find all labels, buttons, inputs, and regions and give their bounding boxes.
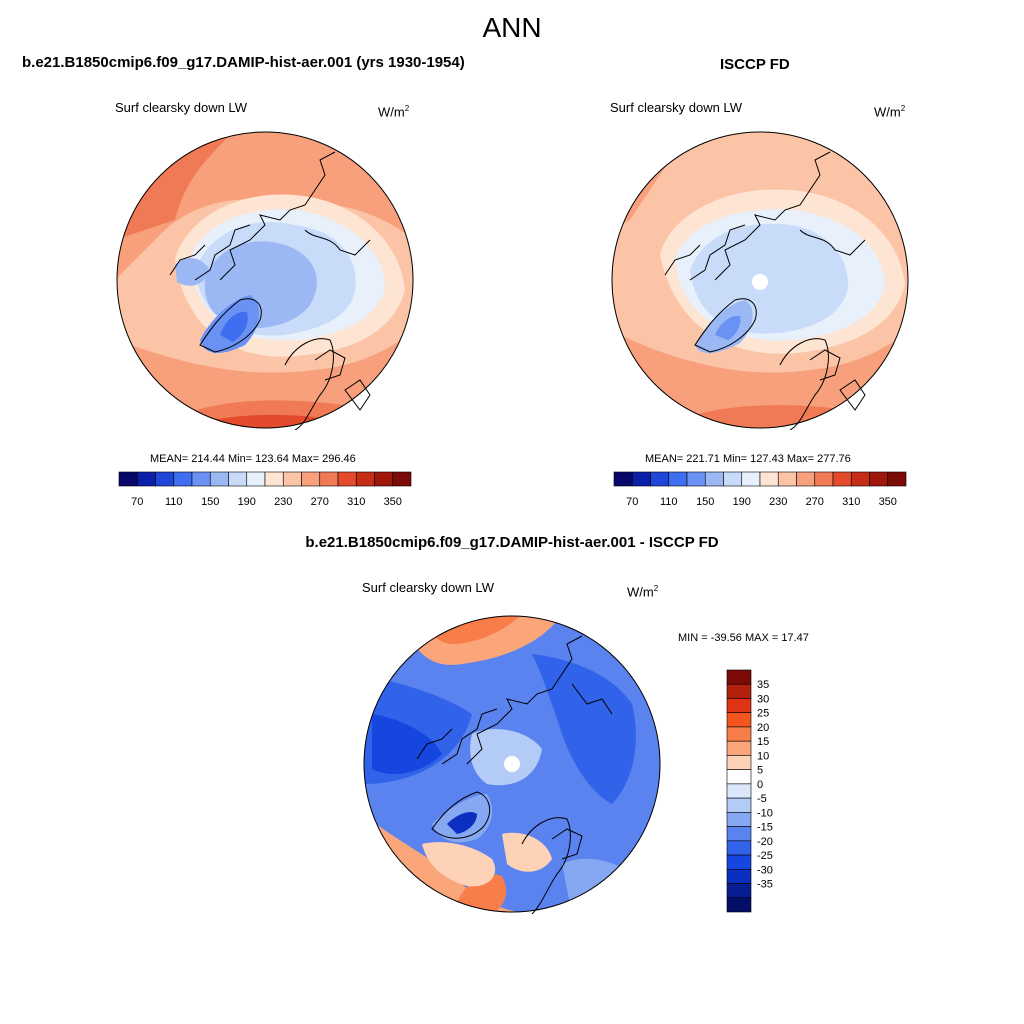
left-colorbar-tick-label: 350 [384,496,402,508]
right-colorbar-tick-label: 70 [626,496,638,508]
right-units-label: W/m2 [874,104,906,120]
left-colorbar-tick-label: 270 [311,496,329,508]
left-colorbar-tick-label: 70 [131,496,143,508]
left-colorbar-tick-label: 150 [201,496,219,508]
right-colorbar-swatch [650,471,670,487]
right-colorbar-swatch [814,471,834,487]
left-colorbar-swatch [155,471,175,487]
left-units-label: W/m2 [378,104,410,120]
right-stats: MEAN= 221.71 Min= 127.43 Max= 277.76 [645,453,851,465]
right-colorbar-tick-label: 150 [696,496,714,508]
left-colorbar-swatch [337,471,357,487]
left-colorbar-swatch [264,471,284,487]
left-colorbar-tick-label: 310 [347,496,365,508]
diff-colorbar-tick-label: 0 [757,779,763,791]
diff-colorbar-tick-label: 25 [757,708,769,720]
diff-colorbar-swatch [726,783,752,799]
left-variable-label: Surf clearsky down LW [115,100,247,115]
left-colorbar-tick-label: 110 [165,496,183,508]
right-colorbar-tick-label: 270 [806,496,824,508]
left-colorbar-tick-label: 230 [274,496,292,508]
right-colorbar-swatch [759,471,779,487]
left-colorbar-swatch [374,471,394,487]
diff-colorbar-swatch [726,897,752,913]
right-colorbar: 70 110 150 190 230 270 310 350 [613,471,907,508]
diff-units-label: W/m2 [627,584,659,600]
diff-colorbar-tick-label: 10 [757,750,769,762]
left-colorbar-swatch [136,471,156,487]
left-panel-heading: b.e21.B1850cmip6.f09_g17.DAMIP-hist-aer.… [22,54,465,71]
diff-variable-label: Surf clearsky down LW [362,580,494,595]
right-colorbar-tick-label: 110 [660,496,678,508]
left-colorbar-swatch [355,471,375,487]
diff-colorbar-swatch [726,868,752,884]
left-polar-map [116,131,414,430]
left-colorbar-tick-label: 190 [238,496,256,508]
right-colorbar-swatch [723,471,743,487]
right-colorbar-swatch [631,471,651,487]
diff-colorbar-swatch [726,840,752,856]
diff-colorbar-swatch [726,854,752,870]
diff-colorbar-swatch [726,726,752,742]
left-colorbar-swatch [392,471,412,487]
left-colorbar-swatch [209,471,229,487]
diff-colorbar-tick-label: 5 [757,765,763,777]
left-stats: MEAN= 214.44 Min= 123.64 Max= 296.46 [150,453,356,465]
diff-colorbar-swatch [726,826,752,842]
diff-colorbar-swatch [726,683,752,699]
right-colorbar-swatch [686,471,706,487]
diff-colorbar-swatch [726,740,752,756]
diff-colorbar-tick-label: -15 [757,822,773,834]
diff-colorbar-tick-label: -35 [757,879,773,891]
right-colorbar-swatch [777,471,797,487]
diff-colorbar-swatch [726,812,752,827]
right-colorbar-swatch [741,471,761,487]
diff-colorbar-swatch [726,797,752,813]
right-colorbar-swatch [668,471,688,487]
left-colorbar-swatch [246,471,266,487]
right-colorbar-swatch [869,471,889,487]
right-polar-map [611,131,909,430]
right-colorbar-tick-label: 350 [879,496,897,508]
right-colorbar-swatch [613,471,633,487]
figure-title: ANN [482,12,542,43]
diff-colorbar-tick-label: -10 [757,807,773,819]
diff-colorbar-tick-label: 35 [757,679,769,691]
right-colorbar-swatch [850,471,870,487]
left-colorbar-swatch [228,471,248,487]
right-colorbar-tick-label: 310 [842,496,860,508]
diff-colorbar-tick-label: -30 [757,864,773,876]
diff-colorbar-swatch [726,698,752,714]
right-colorbar-swatch [887,471,907,487]
diff-stats: MIN = -39.56 MAX = 17.47 [678,632,809,644]
right-variable-label: Surf clearsky down LW [610,100,742,115]
right-colorbar-tick-label: 230 [769,496,787,508]
diff-colorbar-tick-label: -20 [757,836,773,848]
left-colorbar-swatch [301,471,321,487]
diff-panel-heading: b.e21.B1850cmip6.f09_g17.DAMIP-hist-aer.… [305,534,719,551]
diff-colorbar: 35 30 25 20 15 10 5 0 -5 -10 -15 -20 -25 -30 -35 [726,669,773,913]
diff-colorbar-swatch [726,883,752,899]
diff-polar-map [363,615,661,914]
left-colorbar-swatch [282,471,302,487]
diff-colorbar-swatch [726,769,752,785]
diff-colorbar-tick-label: 30 [757,693,769,705]
diff-colorbar-tick-label: -25 [757,850,773,862]
left-colorbar: 70 110 150 190 230 270 310 350 [118,471,412,508]
left-colorbar-swatch [173,471,193,487]
right-panel-heading: ISCCP FD [720,56,790,73]
right-colorbar-tick-label: 190 [733,496,751,508]
left-colorbar-swatch [118,471,138,487]
right-colorbar-swatch [832,471,852,487]
right-colorbar-swatch [796,471,816,487]
diff-colorbar-tick-label: 15 [757,736,769,748]
diff-colorbar-swatch [726,712,752,728]
diff-colorbar-swatch [726,755,752,770]
diff-colorbar-tick-label: 20 [757,722,769,734]
diff-colorbar-tick-label: -5 [757,793,767,805]
right-colorbar-swatch [704,471,724,487]
diff-colorbar-swatch [726,669,752,685]
left-colorbar-swatch [191,471,211,487]
left-colorbar-swatch [319,471,339,487]
